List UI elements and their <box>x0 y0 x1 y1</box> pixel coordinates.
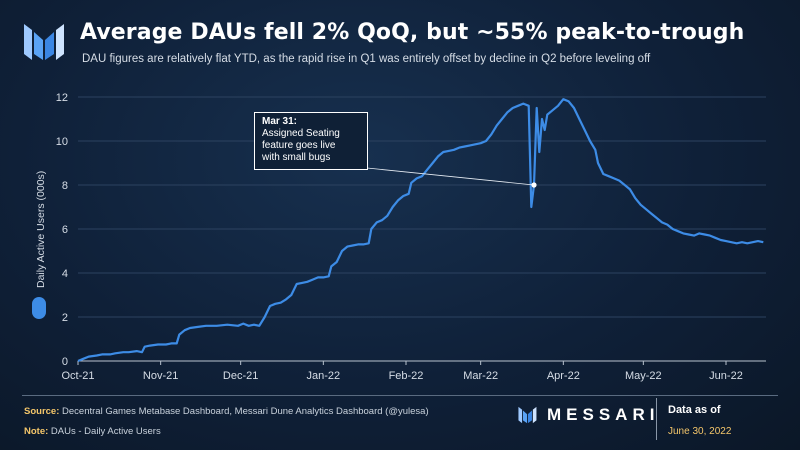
source-line: Source: Decentral Games Metabase Dashboa… <box>24 406 429 417</box>
x-tick-label: Feb-22 <box>389 370 424 382</box>
note-text: DAUs - Daily Active Users <box>50 426 161 437</box>
y-axis-label: Daily Active Users (000s) <box>35 171 47 288</box>
y-tick-label: 8 <box>62 180 68 192</box>
y-tick-label: 4 <box>62 268 68 280</box>
y-tick-label: 0 <box>62 356 68 368</box>
annotation-line-2: feature goes live <box>262 140 336 151</box>
data-as-of-date: June 30, 2022 <box>668 426 732 437</box>
y-tick-label: 2 <box>62 312 68 324</box>
annotation-line-3: with small bugs <box>262 152 331 163</box>
y-axis-title: Daily Active Users (000s) <box>32 171 47 319</box>
series-line-daus <box>77 98 764 363</box>
annotation-leader-line <box>366 167 535 186</box>
source-text: Decentral Games Metabase Dashboard, Mess… <box>62 406 429 417</box>
annotation-box: Mar 31: Assigned Seating feature goes li… <box>254 112 368 170</box>
x-tick-labels: Oct-21 Nov-21 Dec-21 Jan-22 Feb-22 Mar-22 Apr-… <box>61 361 743 382</box>
note-label: Note: <box>24 426 49 437</box>
footer-vertical-divider <box>656 398 657 440</box>
messari-logo-icon <box>24 24 64 60</box>
x-tick-label: Jun-22 <box>709 370 743 382</box>
line-chart: 0 2 4 6 8 10 12 Oct-21 Nov-21 Dec-21 Jan-22 Feb-22… <box>32 92 766 382</box>
y-tick-label: 10 <box>56 136 68 148</box>
x-tick-label: Oct-21 <box>61 370 94 382</box>
chart-title: Average DAUs fell 2% QoQ, but ~55% peak-… <box>80 20 745 45</box>
annotation-point <box>531 182 537 188</box>
x-tick-label: Apr-22 <box>547 370 580 382</box>
y-tick-label: 12 <box>56 92 68 104</box>
brand-mark: MESSARI <box>515 405 659 425</box>
annotation-heading: Mar 31: <box>262 116 298 127</box>
y-tick-label: 6 <box>62 224 68 236</box>
chart-subtitle: DAU figures are relatively flat YTD, as … <box>82 53 651 65</box>
x-tick-label: Dec-21 <box>223 370 258 382</box>
footer-divider <box>22 395 778 396</box>
data-as-of-label: Data as of <box>668 404 721 416</box>
x-tick-label: Jan-22 <box>307 370 341 382</box>
x-tick-label: May-22 <box>625 370 662 382</box>
note-line: Note: DAUs - Daily Active Users <box>24 426 161 437</box>
x-tick-label: Mar-22 <box>463 370 498 382</box>
gridlines <box>78 96 766 318</box>
annotation-line-1: Assigned Seating <box>262 128 340 139</box>
y-tick-labels: 0 2 4 6 8 10 12 <box>56 92 68 368</box>
source-label: Source: <box>24 406 60 417</box>
brand-name: MESSARI <box>547 405 660 424</box>
messari-small-logo-icon <box>518 406 537 424</box>
x-tick-label: Nov-21 <box>143 370 178 382</box>
